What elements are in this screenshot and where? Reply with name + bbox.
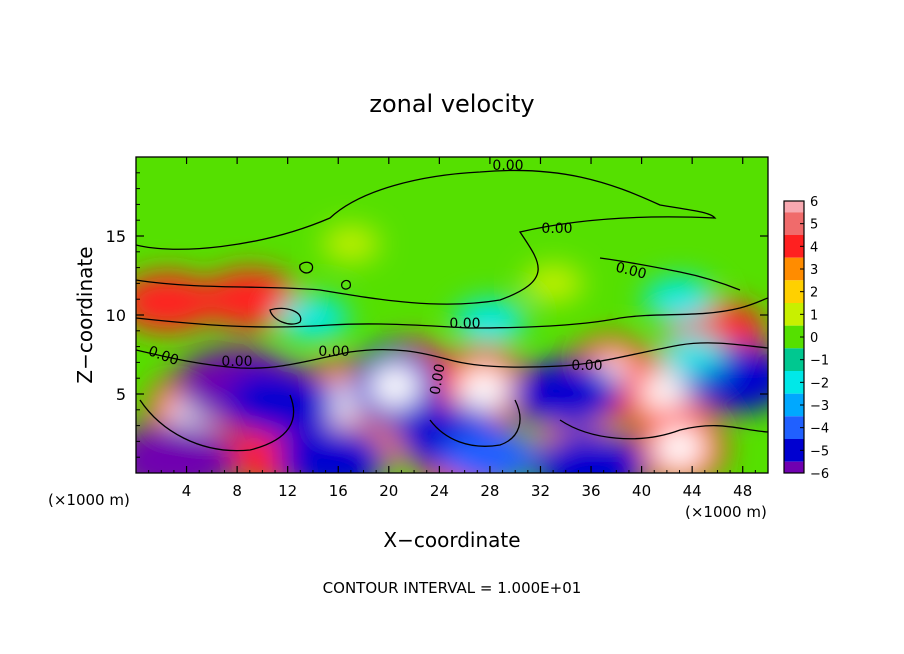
colorbar-swatch [784,235,804,258]
colorbar-tick-label: 0 [810,331,818,346]
field-feature [659,334,726,375]
x-axis-label: X−coordinate [383,528,520,552]
zero-contour-blob-c [269,307,302,325]
colorbar-swatch [784,303,804,326]
y-tick-label: 10 [106,306,126,325]
zero-contour-upper [136,169,717,305]
y-axis-label: Z−coordinate [73,246,97,383]
colorbar-swatch [784,371,804,394]
field-feature [225,367,338,437]
field-feature [322,226,380,262]
colorbar-swatch [784,439,804,462]
x-tick-label: 32 [531,482,550,500]
x-tick-label: 8 [232,482,242,500]
x-tick-label: 44 [683,482,702,500]
colorbar-swatch [784,416,804,439]
field-feature [276,295,350,341]
x-tick-label: 20 [379,482,398,500]
y-tick-label: 5 [116,385,126,404]
zero-contour-mid [136,297,768,329]
colorbar: 6 5 4 3 2 1 0 −1 −2 −3 −4 −5 −6 [783,195,829,482]
plot-area: 0.00 0.00 0.00 0.00 0.00 0.00 0.00 0.00 … [136,157,768,473]
zero-contour-blob-e [429,399,521,447]
field-feature [643,276,716,322]
y-axis-ticks: 5 10 15 [106,172,768,458]
field-core [369,364,422,409]
contour-interval-note: CONTOUR INTERVAL = 1.000E+01 [323,579,582,597]
y-tick-label: 15 [106,227,126,246]
contour-label: 0.00 [449,316,480,332]
colorbar-swatch [784,201,804,213]
field-core [653,425,706,470]
colorbar-tick-label: 2 [810,286,818,301]
field-feature [136,421,237,473]
contour-label: 0.00 [427,363,448,396]
field-feature [276,425,388,473]
contour-label: 0.00 [492,158,523,174]
colorbar-tick-label: −6 [810,467,829,482]
colorbar-tick-label: 3 [810,263,818,278]
contour-label: 0.00 [571,358,602,374]
x-tick-label: 16 [329,482,348,500]
x-tick-label: 36 [581,482,600,500]
contour-label: 0.00 [614,260,648,283]
colorbar-swatch [784,348,804,371]
field-feature [523,265,584,302]
velocity-field [136,226,768,473]
colorbar-swatch [784,280,804,303]
chart-title: zonal velocity [369,90,534,118]
colorbar-tick-label: −5 [810,444,829,459]
colorbar-swatch [784,325,804,349]
zero-contour-right [599,257,741,291]
zero-contour-blob-b [341,279,352,290]
zero-contour-blob-d [139,394,295,452]
x-tick-label: 12 [278,482,297,500]
field-feature [440,426,540,473]
contour-label: 0.00 [221,354,252,370]
colorbar-swatch [784,212,804,235]
contour-label: 0.00 [318,344,349,360]
field-feature [535,430,647,473]
field-feature [136,271,217,333]
zero-contours [136,169,768,452]
colorbar-tick-label: −3 [810,399,829,414]
field-core [640,372,693,416]
zero-contour-lower [136,342,768,369]
colorbar-tick-label: 1 [810,308,818,323]
x-tick-label: 28 [480,482,499,500]
colorbar-tick-label: 6 [810,195,818,210]
x-tick-label: 40 [632,482,651,500]
x-tick-label: 4 [182,482,192,500]
x-tick-label: 48 [733,482,752,500]
contour-label: 0.00 [541,221,572,237]
colorbar-tick-label: −4 [810,422,829,437]
colorbar-swatch [784,461,804,473]
field-feature [509,359,622,429]
colorbar-tick-label: −2 [810,376,829,391]
x-tick-label: 24 [430,482,449,500]
zero-contour-blob-f [559,419,768,440]
colorbar-swatch [784,257,804,281]
colorbar-tick-label: 4 [810,240,818,255]
colorbar-swatch [784,393,804,417]
field-core [457,367,510,412]
x-unit-label-left: (×1000 m) [48,491,130,509]
colorbar-tick-label: −1 [810,354,829,369]
x-axis-ticks: 4 8 12 16 20 24 28 32 36 40 44 48 [148,157,756,500]
field-feature [200,268,300,330]
colorbar-tick-label: 5 [810,218,818,233]
field-feature [453,298,527,344]
zero-contour-blob-a [299,261,314,274]
x-unit-label-right: (×1000 m) [685,503,767,521]
